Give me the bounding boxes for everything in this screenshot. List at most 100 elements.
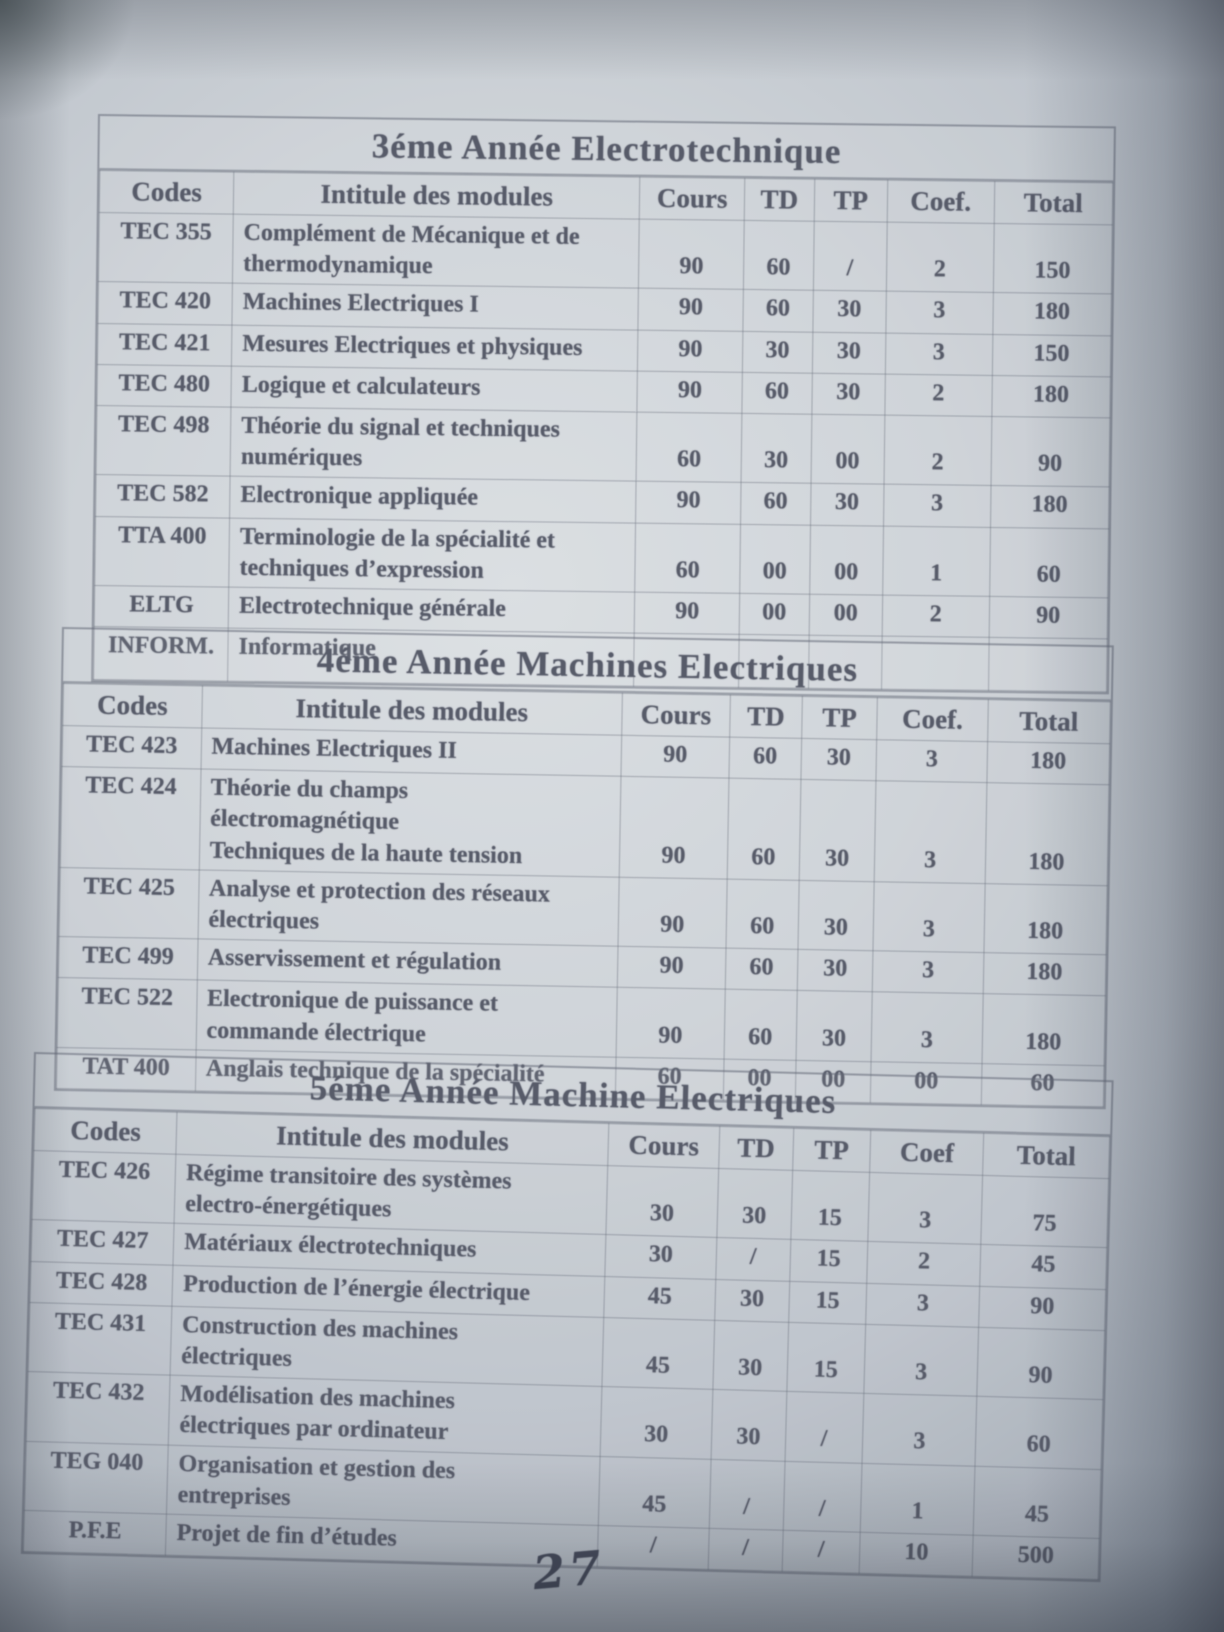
- column-header: Coef: [869, 1130, 985, 1176]
- column-header: Codes: [33, 1108, 178, 1155]
- td-value: /: [715, 1237, 791, 1281]
- table-5eme-annee-machine-electriques: 5éme Année Machine Electriques Codes Inti…: [20, 1052, 1114, 1583]
- cours-value: 45: [603, 1276, 716, 1321]
- td-value: 60: [743, 220, 814, 291]
- column-header: Total: [987, 699, 1111, 744]
- coef-value: 2: [866, 1241, 982, 1286]
- module-code: TEC 499: [58, 936, 198, 981]
- table-4eme-annee-machines-electriques: 4éme Année Machines Electriques Codes Int…: [53, 627, 1114, 1110]
- module-code: TEC 425: [59, 867, 199, 940]
- tp-value: 30: [812, 290, 887, 333]
- td-value: 60: [742, 289, 813, 332]
- total-value: 180: [990, 485, 1110, 529]
- column-header: TD: [729, 695, 803, 739]
- module-title: Théorie du signal et techniques numériqu…: [230, 407, 638, 482]
- coef-value: 1: [860, 1462, 976, 1536]
- coef-value: 3: [885, 291, 993, 335]
- coef-value: 3: [874, 780, 987, 884]
- total-value: 180: [992, 292, 1112, 336]
- coef-value: 3: [872, 950, 984, 994]
- tp-value: 30: [797, 880, 875, 951]
- page-number-handwritten: 27: [530, 1539, 608, 1601]
- column-header: Coef.: [887, 180, 995, 224]
- module-code: TEC 424: [60, 766, 201, 870]
- table-3eme-annee-electrotechnique: 3éme Année Electrotechnique Codes Intitul…: [91, 114, 1116, 695]
- cours-value: 45: [601, 1317, 715, 1390]
- table-row: TEC 355 Complément de Mécanique et de the…: [98, 212, 1113, 295]
- cours-value: 90: [637, 329, 743, 373]
- cours-value: 30: [604, 1234, 717, 1279]
- module-code: TEC 522: [57, 977, 197, 1050]
- coef-value: 2: [886, 222, 994, 293]
- cours-value: 45: [598, 1455, 712, 1529]
- module-title: Construction des machines électriques: [170, 1305, 604, 1387]
- module-title: Electronique appliquée: [229, 476, 637, 523]
- td-value: 60: [728, 737, 802, 780]
- table-row: TEC 424 Théorie du champs électromagnétiq…: [60, 766, 1109, 886]
- cours-value: 30: [605, 1165, 719, 1238]
- module-title: Mesures Electriques et physiques: [231, 324, 639, 371]
- total-value: 90: [977, 1327, 1105, 1400]
- tp-value: 30: [811, 331, 886, 374]
- module-code: TTA 400: [94, 516, 230, 588]
- cours-value: 90: [638, 219, 745, 290]
- tp-value: 30: [795, 990, 873, 1062]
- total-value: 180: [981, 993, 1106, 1066]
- column-header: Cours: [621, 693, 731, 738]
- module-title: Electrotechnique générale: [228, 587, 636, 634]
- tp-value: 00: [809, 524, 884, 595]
- coef-value: 3: [876, 739, 988, 783]
- tp-value: 15: [788, 1280, 867, 1325]
- td-value: 60: [727, 778, 801, 881]
- td-value: 00: [739, 523, 811, 595]
- tp-value: 30: [800, 738, 878, 781]
- tp-value: 15: [786, 1322, 866, 1394]
- column-header: Cours: [607, 1123, 720, 1169]
- tp-value: 15: [789, 1239, 869, 1283]
- module-code: ELTG: [94, 585, 229, 629]
- module-title: Asservissement et régulation: [196, 939, 618, 988]
- column-header: TP: [813, 179, 888, 223]
- tp-value: 00: [808, 594, 883, 637]
- total-value: 90: [988, 596, 1108, 639]
- tp-value: /: [812, 221, 888, 292]
- column-header: TD: [718, 1126, 794, 1171]
- module-title: Théorie du champs électromagnétique Tech…: [198, 769, 621, 878]
- td-value: 60: [725, 878, 799, 950]
- module-title: Complément de Mécanique et de thermodyna…: [232, 214, 640, 289]
- td-value: 60: [741, 372, 812, 415]
- coef-value: 3: [865, 1282, 981, 1328]
- td-value: /: [708, 1528, 783, 1572]
- column-header: Cours: [639, 177, 745, 221]
- module-title: Logique et calculateurs: [231, 365, 638, 413]
- modules-table: Codes Intitule des modules Cours TD TP Coef To…: [23, 1108, 1110, 1580]
- column-header: Total: [982, 1133, 1110, 1179]
- td-value: 60: [740, 482, 811, 525]
- total-value: 60: [989, 526, 1109, 598]
- cours-value: 90: [619, 776, 729, 879]
- td-value: 60: [725, 948, 798, 991]
- cours-value: 90: [638, 288, 744, 331]
- module-code: TEC 426: [32, 1150, 177, 1224]
- cours-value: 90: [637, 370, 743, 414]
- module-code: TEC 421: [97, 323, 233, 366]
- td-value: 30: [714, 1278, 790, 1323]
- module-title: Terminologie de la spécialité et techniq…: [228, 517, 636, 592]
- cours-value: 30: [600, 1386, 713, 1459]
- module-code: TEC 431: [28, 1302, 173, 1376]
- coef-value: 2: [884, 373, 992, 417]
- module-title: Machines Electriques I: [232, 283, 639, 330]
- total-value: 150: [992, 223, 1113, 295]
- tp-value: /: [784, 1391, 865, 1463]
- cours-value: 60: [636, 412, 742, 483]
- total-value: 180: [991, 375, 1111, 418]
- total-value: 60: [975, 1396, 1103, 1470]
- cours-value: 90: [617, 946, 726, 990]
- total-value: 180: [982, 952, 1106, 997]
- module-title: Régime transitoire des systèmes electro-…: [174, 1154, 608, 1235]
- module-code: TEG 040: [24, 1440, 169, 1515]
- tp-value: 00: [810, 414, 885, 485]
- coef-value: 10: [859, 1532, 974, 1577]
- module-code: TEC 498: [96, 405, 232, 477]
